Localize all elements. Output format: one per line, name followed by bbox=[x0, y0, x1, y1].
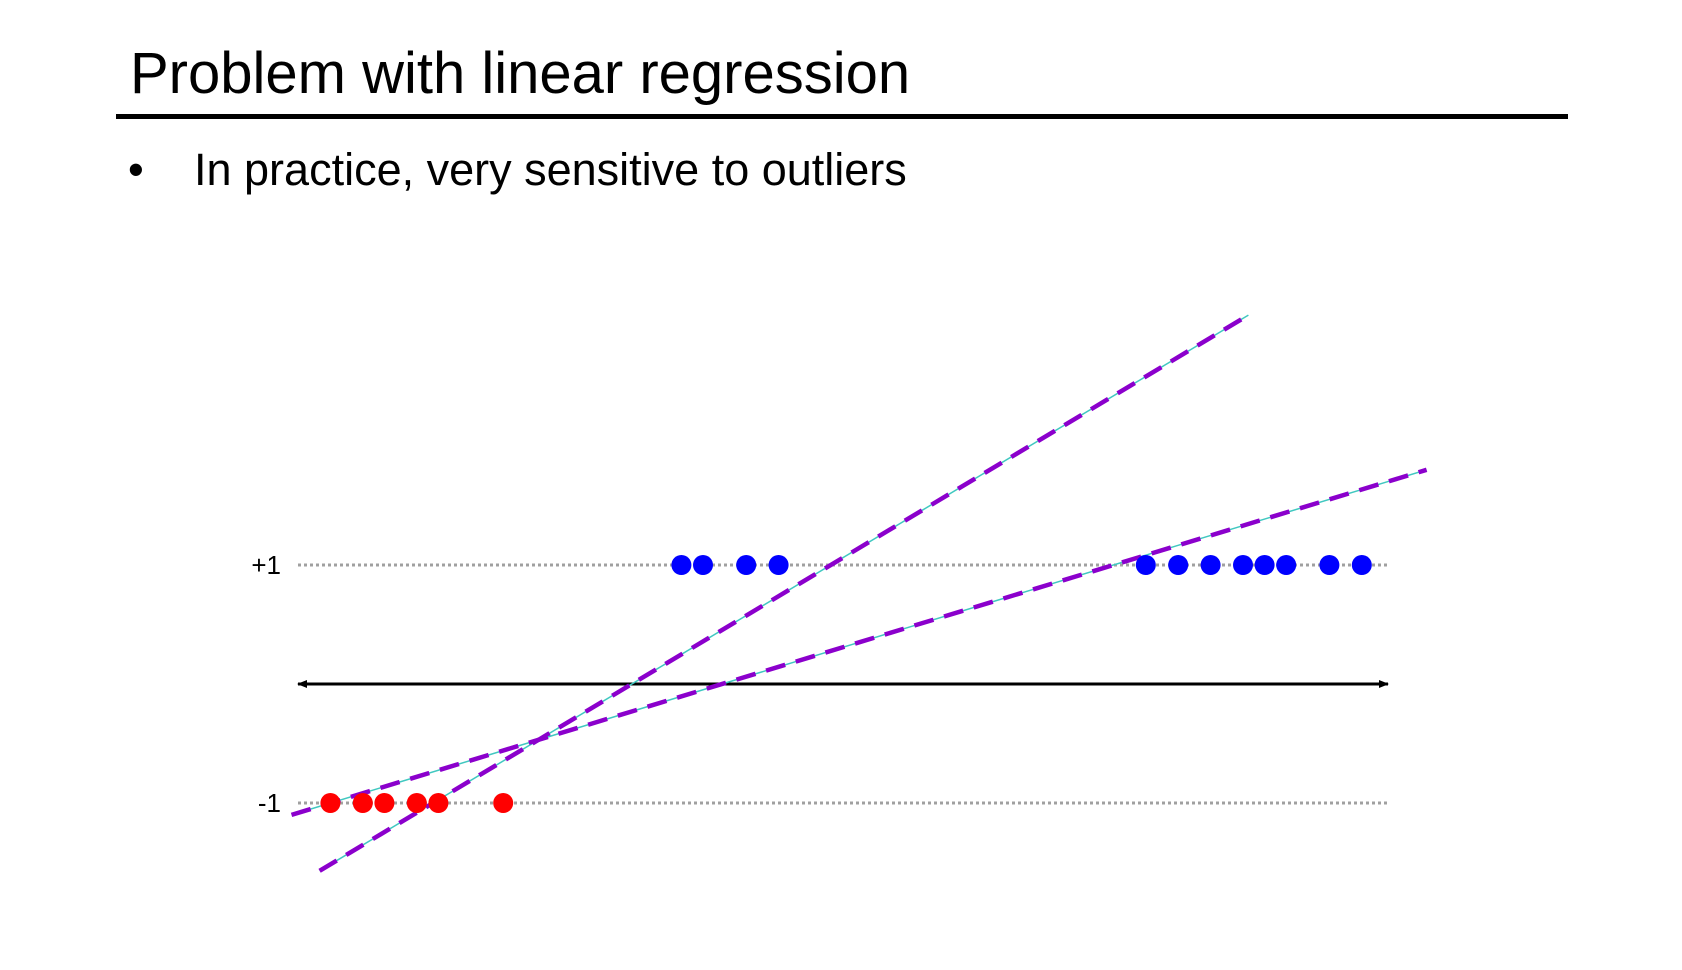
positive-data-point bbox=[1276, 555, 1297, 575]
regression-fit-line-dashed bbox=[318, 313, 1250, 873]
negative-data-point bbox=[320, 793, 341, 813]
level-label: +1 bbox=[251, 550, 281, 580]
positive-data-point bbox=[1233, 555, 1253, 575]
positive-data-point bbox=[768, 555, 789, 575]
positive-data-point bbox=[736, 555, 757, 575]
bullet-marker: • bbox=[128, 144, 144, 195]
positive-data-point bbox=[1168, 555, 1189, 575]
negative-data-point bbox=[428, 793, 449, 813]
positive-data-point bbox=[1319, 555, 1340, 575]
title-rule bbox=[116, 114, 1568, 119]
data-points bbox=[320, 555, 1372, 813]
negative-data-point bbox=[406, 793, 427, 813]
positive-data-point bbox=[1254, 555, 1275, 575]
positive-data-point bbox=[1200, 555, 1221, 575]
bullet-text: In practice, very sensitive to outliers bbox=[194, 144, 907, 195]
negative-data-point bbox=[352, 793, 373, 813]
negative-data-point bbox=[374, 793, 395, 813]
positive-data-point bbox=[1135, 555, 1156, 575]
negative-data-point bbox=[493, 793, 514, 813]
level-label: -1 bbox=[258, 788, 281, 818]
regression-fit-lines bbox=[290, 313, 1428, 873]
regression-fit-line-dashed bbox=[290, 467, 1428, 818]
bullet-item: • In practice, very sensitive to outliers bbox=[128, 142, 907, 198]
positive-data-point bbox=[1351, 555, 1372, 575]
positive-data-point bbox=[693, 555, 713, 575]
slide-title: Problem with linear regression bbox=[130, 41, 911, 106]
positive-data-point bbox=[671, 555, 692, 575]
